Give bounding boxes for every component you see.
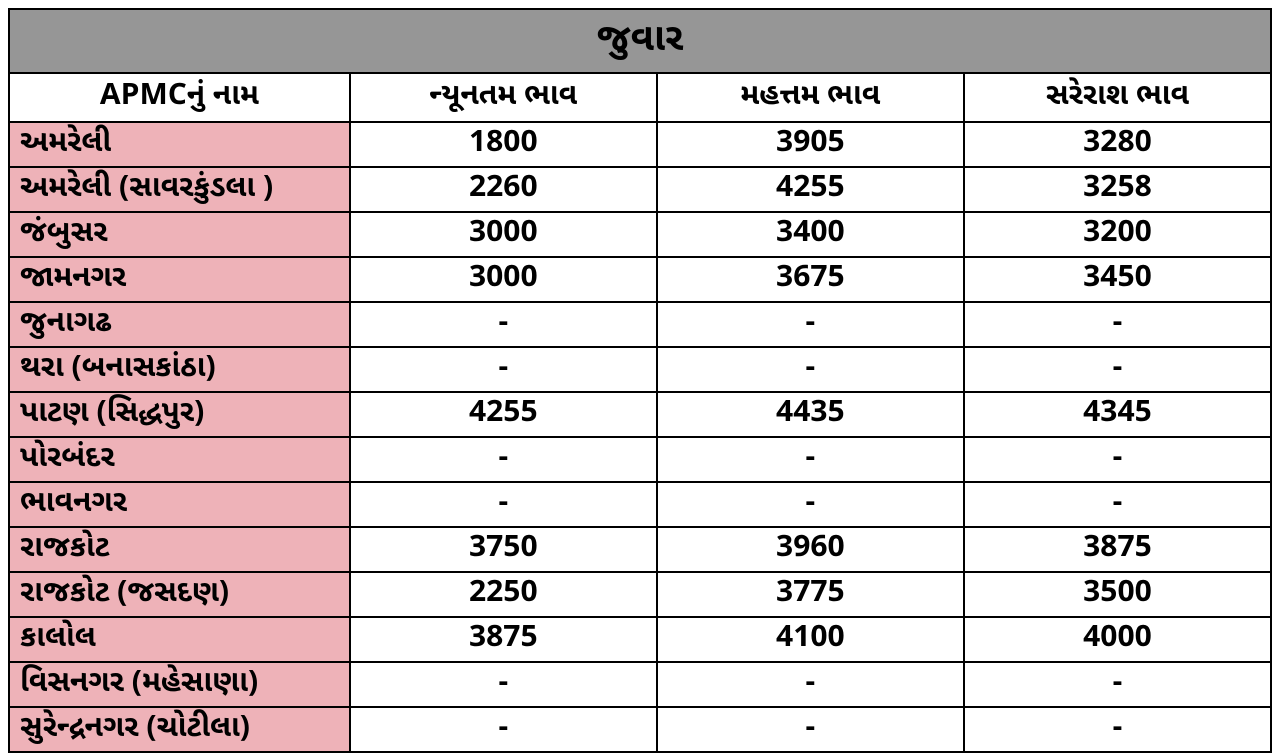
min-price: 3875 [350,617,657,662]
apmc-name: અમરેલી [9,122,350,167]
max-price: 3775 [657,572,964,617]
table-row: જંબુસર300034003200 [9,212,1271,257]
min-price: 2250 [350,572,657,617]
col-header-max: મહત્તમ ભાવ [657,73,964,122]
max-price: 3905 [657,122,964,167]
avg-price: - [964,437,1271,482]
min-price: - [350,482,657,527]
table-row: રાજકોટ375039603875 [9,527,1271,572]
col-header-min: ન્યૂનતમ ભાવ [350,73,657,122]
col-header-avg: સરેરાશ ભાવ [964,73,1271,122]
avg-price: 4000 [964,617,1271,662]
avg-price: 3258 [964,167,1271,212]
apmc-name: વિસનગર (મહેસાણા) [9,662,350,707]
max-price: 4255 [657,167,964,212]
max-price: - [657,347,964,392]
max-price: 3960 [657,527,964,572]
max-price: - [657,482,964,527]
min-price: 4255 [350,392,657,437]
apmc-name: કાલોલ [9,617,350,662]
apmc-name: અમરેલી (સાવરકુંડલા ) [9,167,350,212]
table-body: અમરેલી180039053280 અમરેલી (સાવરકુંડલા )2… [9,122,1271,752]
avg-price: - [964,302,1271,347]
max-price: - [657,707,964,752]
col-header-name: APMCનું નામ [9,73,350,122]
avg-price: 3875 [964,527,1271,572]
table-row: કાલોલ387541004000 [9,617,1271,662]
table-row: રાજકોટ (જસદણ)225037753500 [9,572,1271,617]
min-price: 1800 [350,122,657,167]
table-row: અમરેલી180039053280 [9,122,1271,167]
avg-price: 3200 [964,212,1271,257]
max-price: 4100 [657,617,964,662]
max-price: 3400 [657,212,964,257]
apmc-name: રાજકોટ (જસદણ) [9,572,350,617]
min-price: - [350,437,657,482]
avg-price: 4345 [964,392,1271,437]
apmc-name: પોરબંદર [9,437,350,482]
max-price: - [657,437,964,482]
avg-price: 3280 [964,122,1271,167]
min-price: 3750 [350,527,657,572]
max-price: 4435 [657,392,964,437]
apmc-name: ભાવનગર [9,482,350,527]
min-price: - [350,662,657,707]
table-row: જુનાગઢ--- [9,302,1271,347]
avg-price: - [964,347,1271,392]
avg-price: - [964,662,1271,707]
apmc-name: સુરેન્દ્રનગર (ચોટીલા) [9,707,350,752]
price-table: જુવાર APMCનું નામ ન્યૂનતમ ભાવ મહત્તમ ભાવ… [8,8,1272,753]
max-price: - [657,302,964,347]
min-price: 3000 [350,257,657,302]
avg-price: - [964,482,1271,527]
apmc-name: જુનાગઢ [9,302,350,347]
table-row: જામનગર300036753450 [9,257,1271,302]
table-row: પાટણ (સિદ્ધપુર)425544354345 [9,392,1271,437]
apmc-name: પાટણ (સિદ્ધપુર) [9,392,350,437]
apmc-name: રાજકોટ [9,527,350,572]
min-price: - [350,302,657,347]
table-row: પોરબંદર--- [9,437,1271,482]
avg-price: 3450 [964,257,1271,302]
max-price: 3675 [657,257,964,302]
min-price: - [350,347,657,392]
min-price: - [350,707,657,752]
table-row: અમરેલી (સાવરકુંડલા )226042553258 [9,167,1271,212]
apmc-name: જામનગર [9,257,350,302]
avg-price: 3500 [964,572,1271,617]
apmc-name: થરા (બનાસકાંઠા) [9,347,350,392]
min-price: 2260 [350,167,657,212]
avg-price: - [964,707,1271,752]
header-row: APMCનું નામ ન્યૂનતમ ભાવ મહત્તમ ભાવ સરેરા… [9,73,1271,122]
table-row: થરા (બનાસકાંઠા)--- [9,347,1271,392]
table-row: ભાવનગર--- [9,482,1271,527]
min-price: 3000 [350,212,657,257]
apmc-name: જંબુસર [9,212,350,257]
table-title: જુવાર [9,9,1271,73]
title-row: જુવાર [9,9,1271,73]
table-row: વિસનગર (મહેસાણા)--- [9,662,1271,707]
max-price: - [657,662,964,707]
table-row: સુરેન્દ્રનગર (ચોટીલા)--- [9,707,1271,752]
